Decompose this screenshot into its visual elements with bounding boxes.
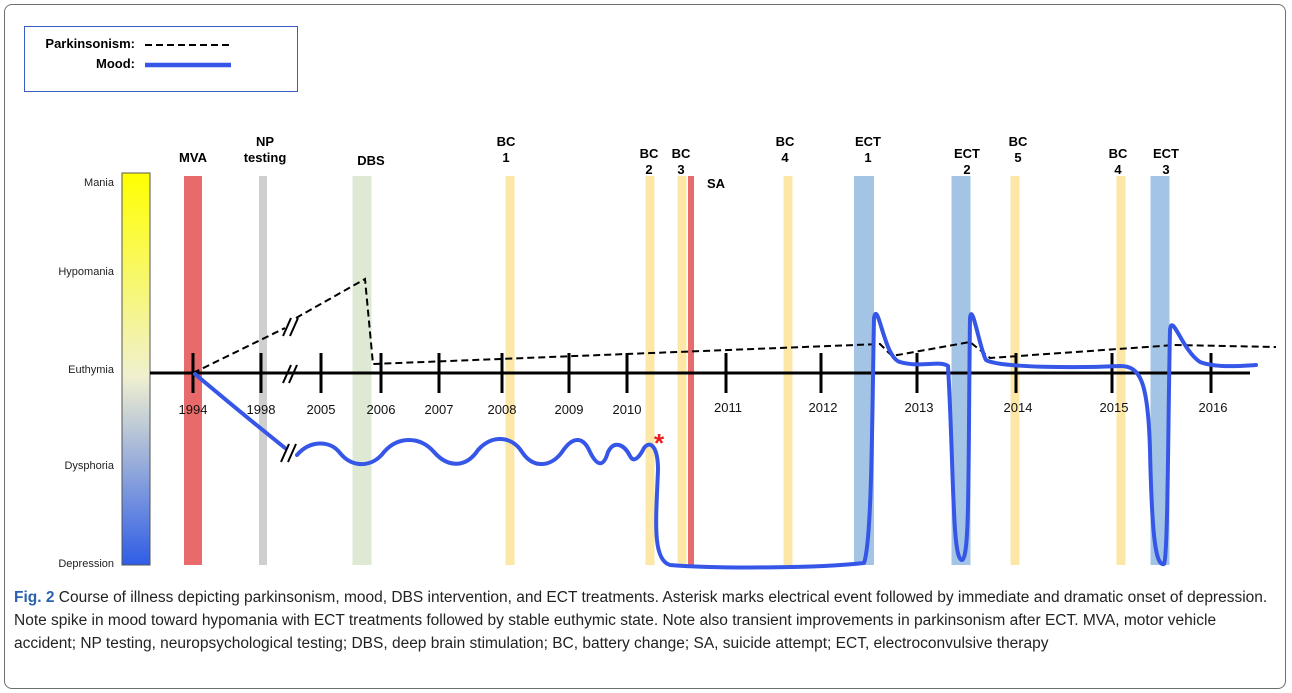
axis-break-b — [288, 364, 298, 384]
event-label-line: 2 — [645, 162, 652, 177]
event-label-line: BC — [672, 146, 691, 161]
event-label-line: BC — [776, 134, 795, 149]
event-bar-5 — [677, 176, 687, 565]
tick-label-2007: 2007 — [425, 402, 454, 417]
tick-label-2009: 2009 — [555, 402, 584, 417]
event-label-6: SA — [707, 176, 726, 191]
event-label-line: BC — [1109, 146, 1128, 161]
event-label-10: BC 5 — [1009, 134, 1028, 165]
event-label-line: BC — [1009, 134, 1028, 149]
mood-scale-bar — [121, 172, 151, 566]
mood-break-a — [280, 443, 290, 463]
event-bar-3 — [505, 176, 515, 565]
mood-break-b — [287, 443, 297, 463]
event-label-1: NP testing — [244, 134, 287, 165]
event-label-11: BC 4 — [1109, 146, 1128, 177]
event-bar-11 — [1116, 176, 1126, 565]
tick-label-2016: 2016 — [1199, 400, 1228, 415]
event-label-3: BC 1 — [497, 134, 516, 165]
legend-label-parkinsonism: Parkinsonism: — [45, 36, 135, 51]
legend-swatch-parkinsonism — [145, 44, 231, 46]
event-label-line: 3 — [1162, 162, 1169, 177]
y-level-label-hypomania: Hypomania — [58, 266, 115, 278]
event-bar-7 — [783, 176, 793, 565]
event-label-8: ECT 1 — [855, 134, 881, 165]
tick-label-2008: 2008 — [488, 402, 517, 417]
event-label-5: BC 3 — [672, 146, 691, 177]
event-label-7: BC 4 — [776, 134, 795, 165]
event-label-line: 1 — [864, 150, 871, 165]
event-label-line: 4 — [781, 150, 789, 165]
figure-caption: Fig. 2 Course of illness depicting parki… — [14, 586, 1276, 655]
event-label-line: DBS — [357, 153, 385, 168]
asterisk-annotation: * — [654, 428, 665, 458]
tick-label-2013: 2013 — [905, 400, 934, 415]
event-label-line: 1 — [502, 150, 509, 165]
event-label-line: 3 — [677, 162, 684, 177]
figure-frame — [4, 4, 1286, 689]
pk-break-a — [282, 317, 292, 337]
legend-swatch-mood — [145, 62, 231, 68]
event-label-line: ECT — [855, 134, 881, 149]
event-bar-2 — [352, 176, 372, 565]
event-bar-8 — [854, 176, 874, 565]
event-bar-9 — [951, 176, 971, 565]
event-label-line: MVA — [179, 150, 208, 165]
axis-break-a — [282, 364, 292, 384]
event-label-line: BC — [640, 146, 659, 161]
event-bar-12 — [1150, 176, 1170, 565]
y-level-label-depression: Depression — [58, 558, 114, 570]
event-bar-4 — [645, 176, 655, 565]
event-bar-1 — [259, 176, 267, 565]
tick-label-2015: 2015 — [1100, 400, 1129, 415]
y-level-label-euthymia: Euthymia — [68, 364, 115, 376]
tick-label-2012: 2012 — [809, 400, 838, 415]
legend-label-mood: Mood: — [96, 56, 135, 71]
event-label-line: ECT — [1153, 146, 1179, 161]
event-label-9: ECT 2 — [954, 146, 980, 177]
event-label-4: BC 2 — [640, 146, 659, 177]
event-label-line: NP — [256, 134, 274, 149]
event-label-line: 5 — [1014, 150, 1021, 165]
event-bar-6 — [688, 176, 694, 565]
tick-label-1994: 1994 — [179, 402, 208, 417]
event-label-0: MVA — [179, 150, 208, 165]
event-label-line: 4 — [1114, 162, 1122, 177]
tick-label-2006: 2006 — [367, 402, 396, 417]
pk-break-b — [289, 317, 299, 337]
event-label-line: BC — [497, 134, 516, 149]
event-label-line: testing — [244, 150, 287, 165]
y-level-label-mania: Mania — [84, 177, 115, 189]
event-label-line: 2 — [963, 162, 970, 177]
caption-text: Course of illness depicting parkinsonism… — [14, 589, 1268, 652]
event-label-2: DBS — [357, 153, 385, 168]
legend: Parkinsonism: Mood: — [24, 26, 298, 92]
tick-label-2010: 2010 — [613, 402, 642, 417]
course-of-illness-chart: Mania Hypomania Euthymia Dysphoria Depressio… — [58, 134, 1277, 570]
series-mood — [193, 312, 1258, 570]
event-label-line: ECT — [954, 146, 980, 161]
figure-label: Fig. 2 — [14, 589, 55, 606]
tick-label-2011: 2011 — [714, 400, 742, 415]
tick-label-2014: 2014 — [1004, 400, 1033, 415]
y-level-label-dysphoria: Dysphoria — [64, 460, 114, 472]
tick-label-1998: 1998 — [247, 402, 276, 417]
event-label-12: ECT 3 — [1153, 146, 1179, 177]
tick-label-2005: 2005 — [307, 402, 336, 417]
event-label-line: SA — [707, 176, 726, 191]
